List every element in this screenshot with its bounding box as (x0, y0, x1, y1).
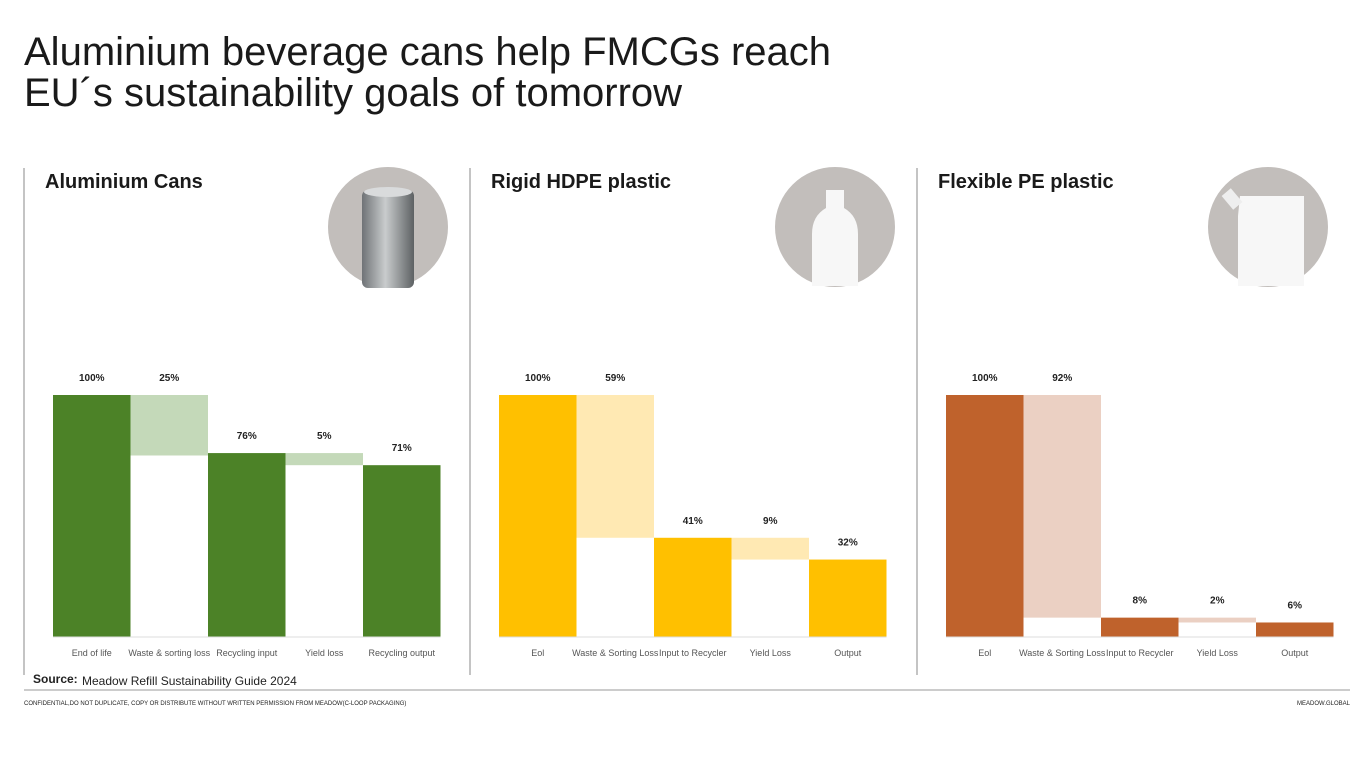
bar (130, 395, 208, 456)
bar (1101, 617, 1179, 637)
value-label: 6% (1288, 600, 1303, 611)
value-label: 32% (838, 538, 858, 549)
bar (363, 465, 441, 637)
category-label: End of life (72, 648, 112, 658)
category-label: Yield Loss (750, 648, 792, 658)
bar (946, 395, 1024, 637)
bar (53, 395, 131, 637)
category-label: Waste & Sorting Loss (1019, 648, 1106, 658)
icon-bottle (775, 167, 895, 287)
value-label: 76% (237, 431, 257, 442)
category-label: Eol (531, 648, 544, 658)
category-label: Output (834, 648, 862, 658)
panel-title: Rigid HDPE plastic (491, 171, 671, 193)
icon-pouch (1208, 167, 1328, 287)
bar (208, 453, 286, 637)
category-label: Waste & Sorting Loss (572, 648, 659, 658)
separators (23, 168, 918, 675)
value-label: 100% (79, 373, 105, 384)
value-label: 8% (1133, 596, 1148, 607)
value-label: 71% (392, 443, 412, 454)
bar (1023, 395, 1101, 618)
value-label: 92% (1052, 373, 1072, 384)
category-label: Yield Loss (1197, 648, 1239, 658)
value-label: 2% (1210, 596, 1225, 607)
bar (576, 395, 654, 538)
value-label: 9% (763, 516, 778, 527)
category-label: Input to Recycler (659, 648, 727, 658)
bar (731, 537, 809, 560)
panel-title: Flexible PE plastic (938, 171, 1114, 193)
icon-can (328, 167, 448, 288)
slide-title: Aluminium beverage cans help FMCGs reach (24, 30, 831, 74)
bar (1178, 617, 1256, 623)
bar (809, 559, 887, 637)
category-label: Input to Recycler (1106, 648, 1174, 658)
category-label: Waste & sorting loss (128, 648, 210, 658)
bar (499, 395, 577, 637)
value-label: 100% (972, 373, 998, 384)
category-label: Yield loss (305, 648, 344, 658)
panel-title: Aluminium Cans (45, 171, 203, 193)
bar (654, 537, 732, 637)
category-label: Recycling output (368, 648, 435, 658)
footer-notice: CONFIDENTIAL,DO NOT DUPLICATE, COPY OR D… (24, 701, 406, 707)
footer-site: MEADOW.GLOBAL (1297, 701, 1351, 707)
value-label: 41% (683, 516, 703, 527)
source-text: Meadow Refill Sustainability Guide 2024 (82, 674, 297, 688)
slide-title: EU´s sustainability goals of tomorrow (24, 71, 682, 115)
value-label: 5% (317, 431, 332, 442)
value-label: 59% (605, 373, 625, 384)
value-label: 100% (525, 373, 551, 384)
bar (1256, 622, 1334, 637)
category-label: Output (1281, 648, 1309, 658)
bar (285, 453, 363, 466)
source-label: Source: (33, 672, 78, 686)
category-label: Recycling input (216, 648, 278, 658)
value-label: 25% (159, 373, 179, 384)
category-label: Eol (978, 648, 991, 658)
